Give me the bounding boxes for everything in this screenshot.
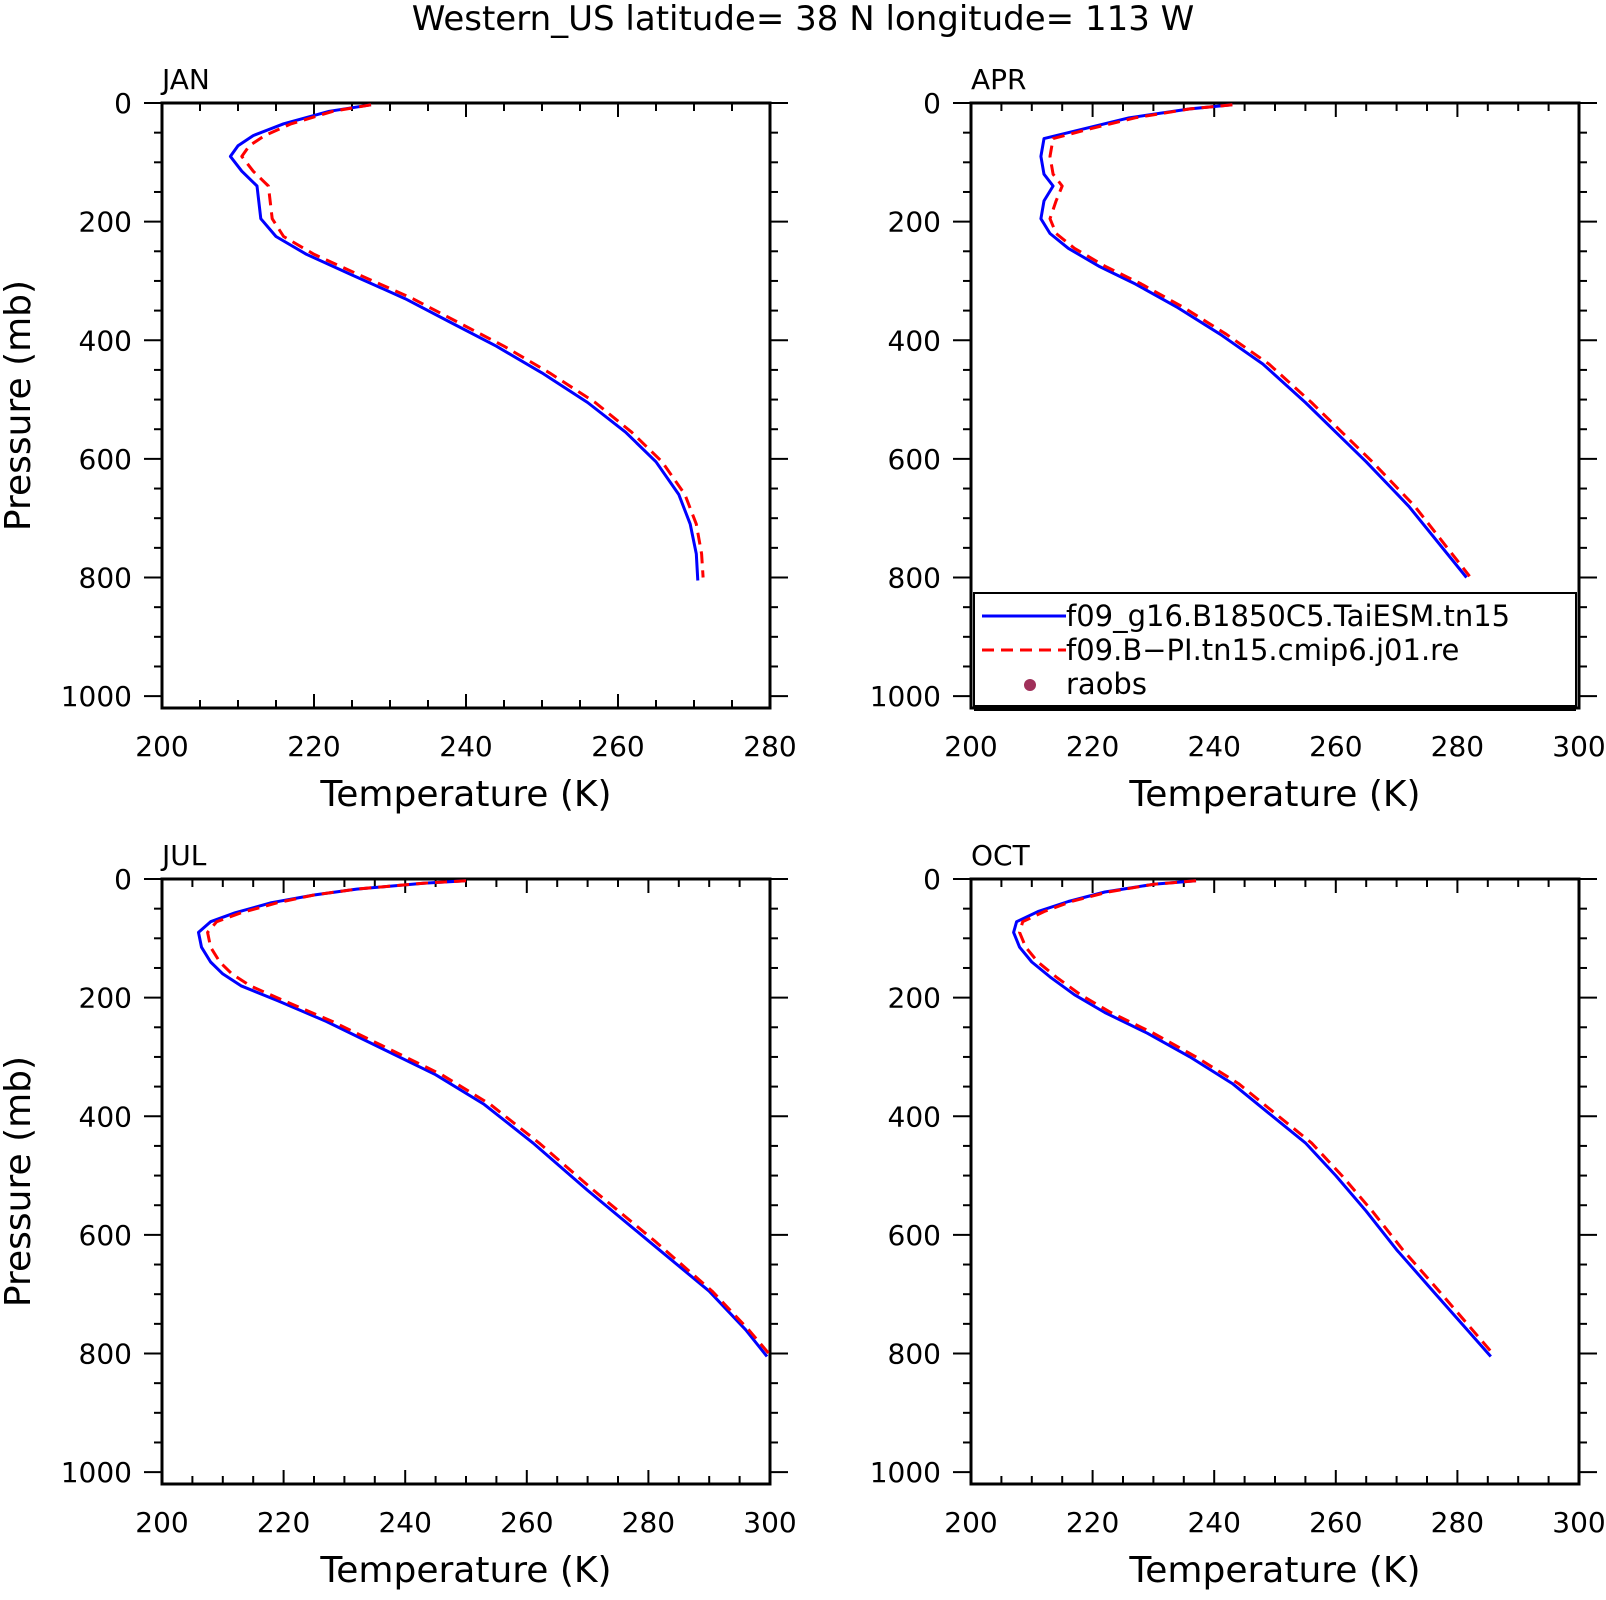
x-tick-label: 280 [1431,1506,1484,1539]
series-line-cmip6 [206,879,770,1355]
x-tick-label: 280 [622,1506,675,1539]
panel-label: JAN [160,63,210,96]
x-tick-label: 240 [439,730,492,763]
y-tick-label: 800 [888,1338,941,1371]
plot-frame [160,877,772,1486]
x-axis-label: Temperature (K) [319,774,611,815]
x-tick-label: 240 [1187,1506,1240,1539]
x-tick-label: 240 [378,1506,431,1539]
panel-label: APR [971,63,1027,96]
y-tick-label: 1000 [870,1456,941,1489]
panel-label: JUL [160,839,207,872]
legend-entry: f09_g16.B1850C5.TaiESM.tn15 [982,599,1510,633]
plot-frame [160,101,772,710]
y-tick-label: 600 [79,1219,132,1252]
legend: f09_g16.B1850C5.TaiESM.tn15f09.B−PI.tn15… [973,592,1577,711]
y-tick-label: 200 [79,982,132,1015]
panel-jul: JUL 200 220 240 260 280 300 0 200 400 600 800 1000 Te… [0,839,797,1591]
x-tick-label: 260 [1309,1506,1362,1539]
y-axis-label: Pressure (mb) [0,280,39,531]
panel-label: OCT [971,839,1031,872]
y-tick-label: 800 [79,562,132,595]
x-tick-label: 220 [287,730,340,763]
y-tick-label: 400 [888,324,941,357]
series-line-taiesm [1039,103,1468,579]
y-tick-label: 400 [888,1100,941,1133]
x-axis-label: Temperature (K) [1128,774,1420,815]
x-tick-label: 300 [1552,730,1605,763]
y-tick-label: 0 [923,863,941,896]
x-tick-label: 260 [1309,730,1362,763]
legend-entry: raobs [1024,667,1147,701]
y-tick-label: 0 [923,87,941,120]
y-axis-label: Pressure (mb) [0,1056,39,1307]
x-axis-label: Temperature (K) [319,1550,611,1591]
series-line-cmip6 [240,103,705,578]
legend-box [973,592,1577,707]
x-tick-label: 240 [1187,730,1240,763]
x-axis-label: Temperature (K) [1128,1550,1420,1591]
x-tick-label: 300 [1552,1506,1605,1539]
x-tick-label: 220 [1066,1506,1119,1539]
series-line-taiesm [197,879,769,1358]
y-tick-label: 600 [888,443,941,476]
series-line-cmip6 [1048,103,1471,578]
y-tick-label: 400 [79,324,132,357]
plot-frame [969,877,1581,1486]
y-tick-label: 400 [79,1100,132,1133]
x-tick-label: 220 [257,1506,310,1539]
y-tick-label: 1000 [61,1456,132,1489]
x-tick-label: 200 [135,1506,188,1539]
legend-marker [1024,679,1036,691]
y-tick-label: 600 [888,1219,941,1252]
panel-oct: OCT 200 220 240 260 280 300 0 200 400 600 800 1000 Te… [870,839,1606,1591]
series-line-taiesm [1012,879,1492,1358]
panels: JAN 200 220 240 260 280 0 200 400 600 800 1000 Tempe… [0,63,1606,1591]
y-tick-label: 200 [888,982,941,1015]
x-tick-label: 200 [135,730,188,763]
panel-jan: JAN 200 220 240 260 280 0 200 400 600 800 1000 Tempe… [0,63,797,815]
legend-entry: f09.B−PI.tn15.cmip6.j01.re [982,633,1459,667]
legend-label: f09_g16.B1850C5.TaiESM.tn15 [1066,599,1510,633]
series-line-taiesm [228,103,700,581]
legend-label: f09.B−PI.tn15.cmip6.j01.re [1066,633,1459,667]
figure-title: Western_US latitude= 38 N longitude= 113… [412,0,1195,39]
x-tick-label: 200 [944,1506,997,1539]
x-tick-label: 280 [743,730,796,763]
y-tick-label: 800 [888,562,941,595]
y-tick-label: 0 [114,863,132,896]
legend-label: raobs [1066,667,1147,701]
y-tick-label: 200 [888,206,941,239]
x-tick-label: 200 [944,730,997,763]
y-tick-label: 800 [79,1338,132,1371]
x-tick-label: 220 [1066,730,1119,763]
y-tick-label: 200 [79,206,132,239]
y-tick-label: 600 [79,443,132,476]
y-tick-label: 0 [114,87,132,120]
y-tick-label: 1000 [61,680,132,713]
x-tick-label: 280 [1431,730,1484,763]
series-line-cmip6 [1018,879,1494,1355]
x-tick-label: 260 [591,730,644,763]
x-tick-label: 300 [743,1506,796,1539]
panel-apr: APR 200 220 240 260 280 300 0 200 400 600 800 1000 Te… [870,63,1606,815]
y-tick-label: 1000 [870,680,941,713]
x-tick-label: 260 [500,1506,553,1539]
